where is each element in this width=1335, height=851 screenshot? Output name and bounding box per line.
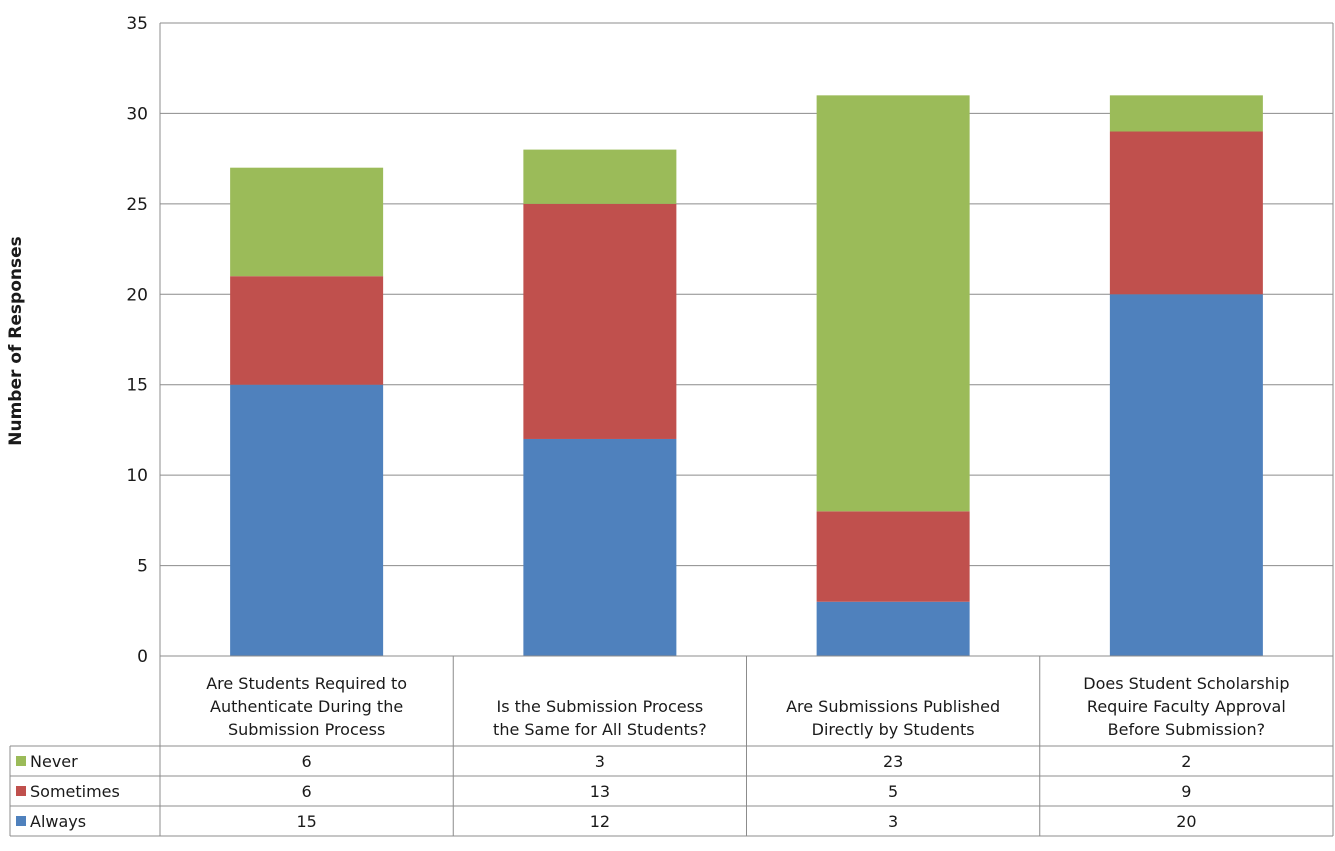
table-value-sometimes-1: 6 [302, 782, 312, 801]
bar-always-4 [1109, 294, 1263, 656]
y-tick-label-15: 15 [126, 376, 148, 396]
table-value-sometimes-4: 9 [1181, 782, 1191, 801]
data-table: Are Students Required to Authenticate Dur… [9, 655, 1334, 837]
table-value-never-2: 3 [595, 752, 605, 771]
bar-never-2 [523, 149, 677, 204]
bar-always-3 [816, 601, 970, 656]
legend-key-sometimes [16, 786, 26, 796]
category-label-4-line-1: Does Student Scholarship [1083, 674, 1289, 693]
legend-label-never: Never [30, 752, 78, 771]
bar-layer [230, 95, 1263, 656]
bar-sometimes-2 [523, 203, 677, 439]
table-value-sometimes-3: 5 [888, 782, 898, 801]
bar-always-2 [523, 438, 677, 656]
category-label-1-line-3: Submission Process [228, 720, 385, 739]
category-label-3-line-2: Directly by Students [812, 720, 975, 739]
bar-always-1 [230, 384, 384, 656]
table-value-always-2: 12 [590, 812, 610, 831]
legend-label-always: Always [30, 812, 86, 831]
y-axis-title: Number of Responses [6, 236, 26, 446]
y-tick-label-25: 25 [126, 195, 148, 215]
category-label-2-line-1: Is the Submission Process [496, 697, 703, 716]
table-value-always-4: 20 [1176, 812, 1196, 831]
category-label-4-line-2: Require Faculty Approval [1087, 697, 1286, 716]
category-label-3-line-1: Are Submissions Published [786, 697, 1000, 716]
table-value-always-1: 15 [296, 812, 316, 831]
category-label-4-line-3: Before Submission? [1108, 720, 1265, 739]
table-value-never-4: 2 [1181, 752, 1191, 771]
y-tick-label-30: 30 [126, 104, 148, 124]
y-tick-label-20: 20 [126, 285, 148, 305]
axis-layer: 0 5 10 15 20 25 30 35 [126, 14, 1334, 667]
legend-key-never [16, 756, 26, 766]
y-tick-label-0: 0 [137, 647, 148, 667]
bar-never-4 [1109, 95, 1263, 132]
category-label-1-line-2: Authenticate During the [210, 697, 403, 716]
legend-label-sometimes: Sometimes [30, 782, 120, 801]
category-label-2-line-2: the Same for All Students? [493, 720, 707, 739]
bar-sometimes-3 [816, 511, 970, 602]
y-tick-label-5: 5 [137, 557, 148, 577]
bar-sometimes-4 [1109, 131, 1263, 295]
category-label-1-line-1: Are Students Required to [206, 674, 407, 693]
bar-sometimes-1 [230, 276, 384, 385]
bar-never-3 [816, 95, 970, 512]
y-tick-label-35: 35 [126, 14, 148, 34]
table-value-sometimes-2: 13 [590, 782, 610, 801]
table-value-always-3: 3 [888, 812, 898, 831]
y-tick-label-10: 10 [126, 466, 148, 486]
bar-never-1 [230, 167, 384, 277]
legend-key-always [16, 816, 26, 826]
table-value-never-3: 23 [883, 752, 903, 771]
table-value-never-1: 6 [302, 752, 312, 771]
